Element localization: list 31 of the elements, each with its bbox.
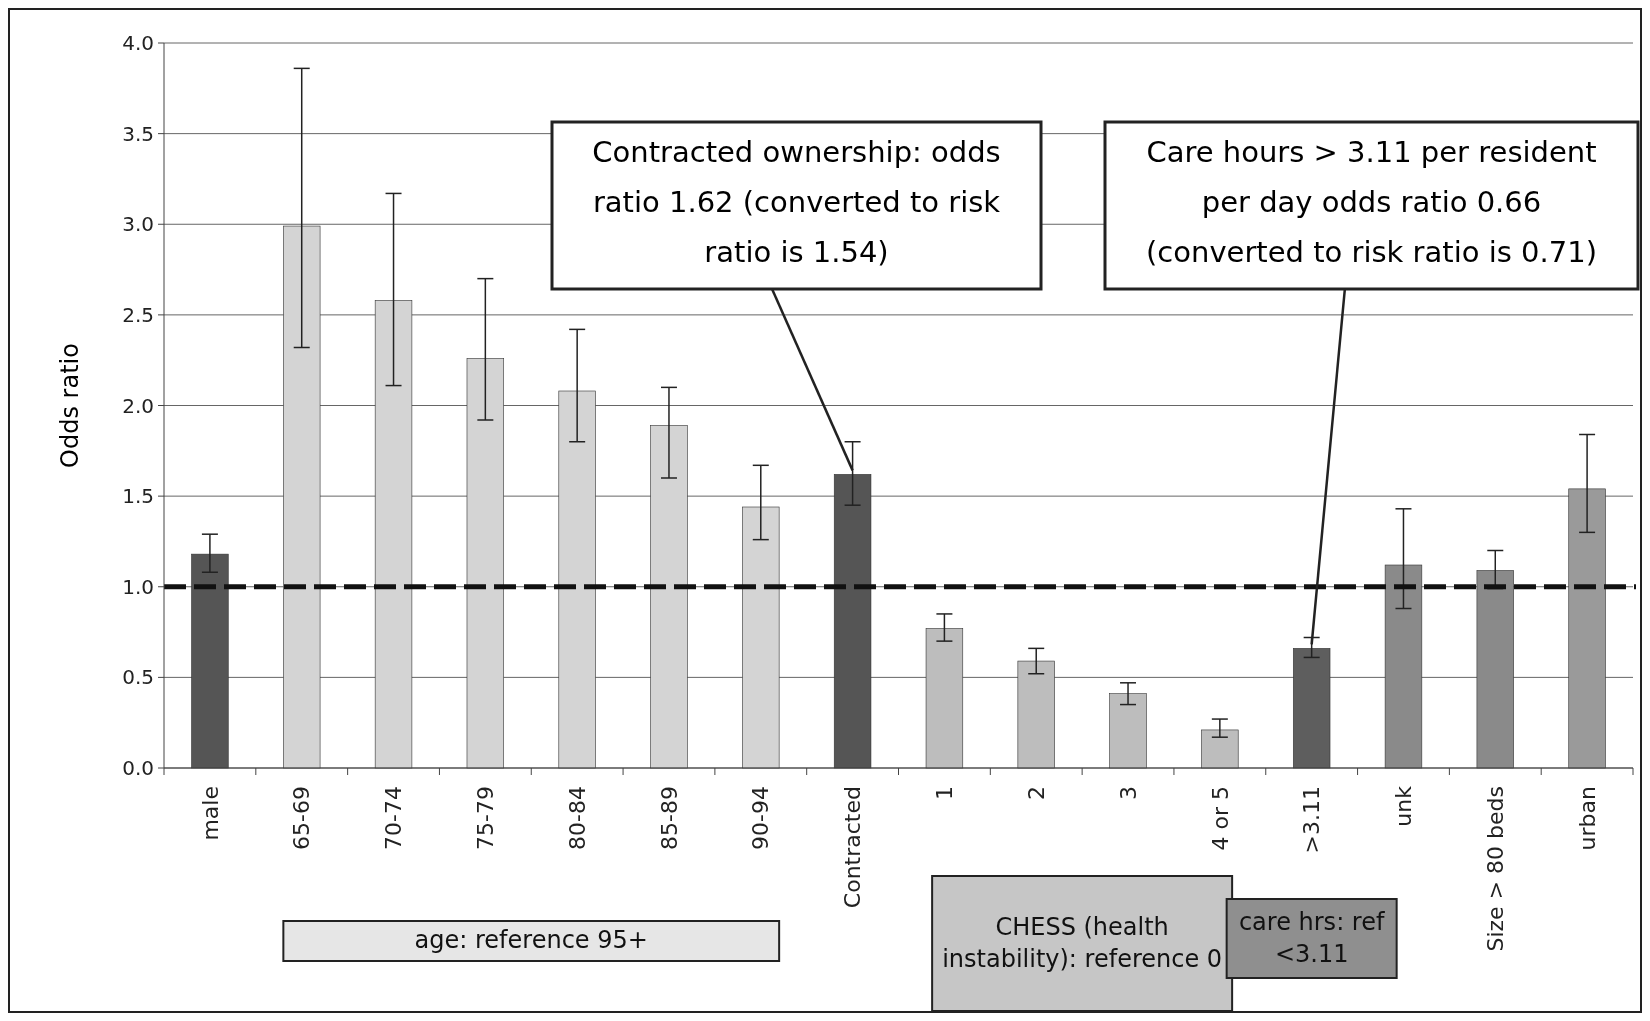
x-tick-label: 3 xyxy=(1115,786,1141,800)
x-tick-label: 90-94 xyxy=(748,786,774,850)
x-tick-label: 85-89 xyxy=(656,786,682,850)
x-tick-label: urban xyxy=(1574,786,1600,851)
text: care hrs: ref <3.11 xyxy=(1238,907,1385,968)
x-tick-label: Size > 80 beds xyxy=(1482,786,1508,952)
x-tick-label: Contracted xyxy=(840,786,866,909)
x-tick-label: 65-69 xyxy=(289,786,315,850)
y-tick-label: 1.5 xyxy=(122,484,154,509)
x-tick-label: 75-79 xyxy=(473,786,499,850)
annotation: Care hours > 3.11 per resident per day odds ratio 0.66 (converted to risk ratio is 0.71) xyxy=(1146,135,1597,269)
y-tick-label: 1.0 xyxy=(122,574,154,599)
y-tick-label: 3.5 xyxy=(122,121,154,146)
x-tick-label: 1 xyxy=(932,786,958,800)
x-tick-label: 4 or 5 xyxy=(1207,786,1233,851)
y-tick-label: 2.5 xyxy=(122,302,154,327)
annotation: Contracted ownership: odds ratio 1.62 (converted to risk ratio is 1.54) xyxy=(592,135,1001,269)
y-axis-title: Odds ratio xyxy=(56,343,84,468)
y-tick-label: 0.5 xyxy=(122,665,154,690)
y-tick-label: 3.0 xyxy=(122,212,154,237)
text: CHESS (health instability): reference 0 xyxy=(942,912,1223,973)
y-tick-label: 2.0 xyxy=(122,393,154,418)
x-tick-label: unk xyxy=(1391,785,1417,827)
y-tick-label: 4.0 xyxy=(122,31,154,55)
x-tick-label: 2 xyxy=(1023,786,1049,800)
x-tick-label: 80-84 xyxy=(564,786,590,850)
text: age: reference 95+ xyxy=(414,926,648,955)
x-tick-label: male xyxy=(197,786,223,841)
x-tick-label: 70-74 xyxy=(381,786,407,850)
y-tick-label: 0.0 xyxy=(122,756,154,780)
x-tick-label: >3.11 xyxy=(1299,786,1325,854)
